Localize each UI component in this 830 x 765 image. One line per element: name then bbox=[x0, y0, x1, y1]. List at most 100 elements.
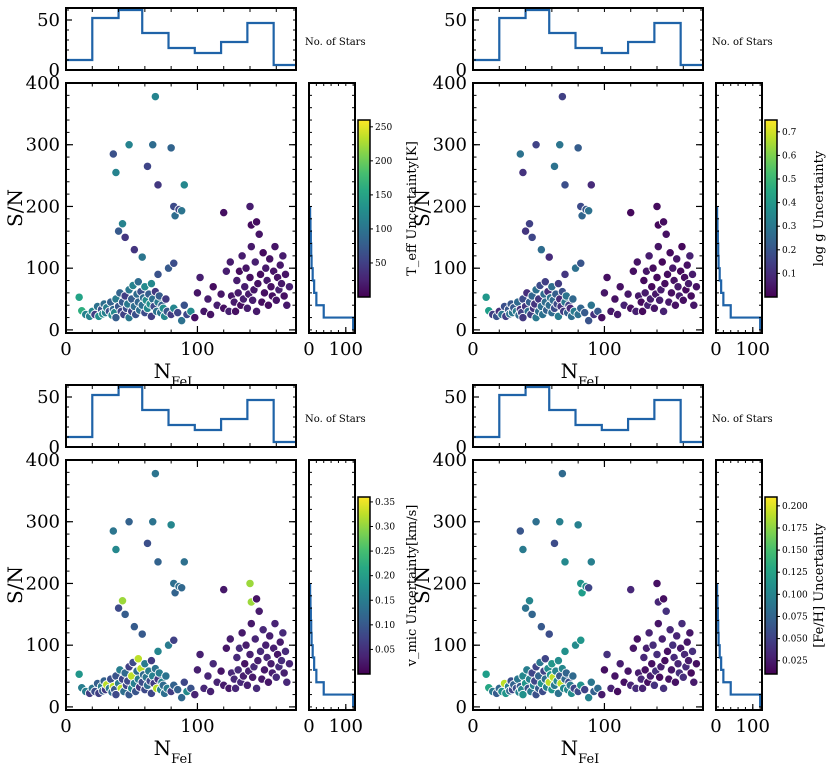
scatter-point bbox=[560, 269, 570, 280]
scatter-point bbox=[276, 655, 287, 666]
scatter-point bbox=[129, 622, 139, 632]
scatter-point bbox=[518, 689, 528, 700]
colorbar-tick-label: 0.150 bbox=[782, 546, 808, 556]
scatter-point bbox=[161, 294, 171, 304]
scatter-point bbox=[258, 248, 268, 258]
scatter-ytick-label: 200 bbox=[433, 573, 467, 594]
scatter-point bbox=[658, 683, 669, 694]
scatter-point bbox=[691, 282, 702, 292]
scatter-point bbox=[177, 206, 187, 216]
scatter-point bbox=[560, 180, 570, 190]
scatter-point bbox=[246, 241, 256, 252]
colorbar-label: log g Uncertainty bbox=[812, 150, 827, 266]
scatter-point bbox=[599, 665, 610, 675]
scatter-point bbox=[544, 629, 554, 639]
scatter-point bbox=[169, 258, 179, 268]
scatter-point bbox=[253, 655, 263, 666]
top-hist-step bbox=[473, 8, 703, 67]
scatter-point bbox=[284, 659, 295, 669]
scatter-point bbox=[111, 689, 121, 700]
colorbar-label: v_mic Uncertainty[km/s] bbox=[405, 505, 420, 668]
scatter-point bbox=[628, 266, 638, 276]
scatter-xtick-label: 100 bbox=[180, 716, 214, 737]
scatter-point bbox=[219, 584, 229, 595]
scatter-point bbox=[576, 635, 586, 645]
scatter-point bbox=[250, 634, 260, 644]
scatter-point bbox=[240, 659, 250, 669]
scatter-point bbox=[520, 603, 531, 613]
colorbar: 0.1 0.2 0.3 0.4 0.5 0.6 0.7 log g Uncertainty bbox=[764, 119, 827, 298]
scatter-point bbox=[536, 622, 546, 632]
scatter-point bbox=[111, 167, 121, 178]
scatter-point bbox=[266, 282, 276, 292]
colorbar-tick-label: 0.5 bbox=[782, 175, 797, 185]
scatter-point bbox=[203, 671, 213, 681]
top-hist-step bbox=[66, 8, 296, 67]
scatter-point bbox=[173, 684, 183, 695]
scatter-point bbox=[251, 683, 262, 694]
scatter-point bbox=[113, 603, 124, 613]
scatter-ytick-label: 0 bbox=[49, 320, 60, 341]
scatter-ytick-label: 300 bbox=[433, 512, 467, 533]
scatter-point bbox=[637, 306, 648, 317]
scatter-point bbox=[208, 282, 218, 292]
scatter-xtick-label: 0 bbox=[60, 716, 71, 737]
scatter-point bbox=[251, 306, 262, 317]
scatter-point bbox=[245, 649, 255, 660]
scatter-point bbox=[683, 278, 694, 289]
colorbar: 50 100 150 200 250 T_eff Uncertainty[K] bbox=[357, 119, 420, 298]
scatter-point bbox=[166, 520, 176, 530]
top-hist-ytick-label: 0 bbox=[49, 437, 60, 458]
scatter-point bbox=[242, 303, 253, 313]
scatter-point bbox=[518, 312, 528, 323]
side-hist-step bbox=[716, 206, 762, 330]
scatter-point bbox=[584, 583, 594, 593]
scatter-point bbox=[278, 628, 288, 638]
scatter-point bbox=[584, 316, 594, 326]
scatter-point bbox=[233, 665, 243, 675]
scatter-ytick-label: 300 bbox=[26, 135, 60, 156]
scatter-xtick-label: 100 bbox=[587, 716, 621, 737]
scatter-point bbox=[527, 232, 537, 242]
scatter-point bbox=[133, 277, 143, 287]
side-hist-step bbox=[309, 206, 355, 330]
scatter-point bbox=[673, 659, 683, 669]
scatter-point bbox=[626, 207, 636, 218]
scatter-point bbox=[660, 655, 670, 666]
scatter-xtick-label: 100 bbox=[180, 339, 214, 360]
scatter-point bbox=[150, 91, 161, 102]
scatter-point bbox=[261, 640, 271, 650]
scatter-point bbox=[691, 659, 702, 669]
scatter-frame bbox=[472, 459, 704, 711]
scatter-point bbox=[678, 672, 688, 682]
side-hist-xtick-label: 100 bbox=[736, 716, 770, 737]
side-hist-frame bbox=[308, 82, 356, 334]
scatter-point bbox=[677, 618, 687, 629]
scatter-point bbox=[205, 686, 216, 697]
colorbar-tick-label: 0.075 bbox=[782, 612, 808, 622]
scatter-point bbox=[278, 251, 288, 261]
x-axis-label: NFeI bbox=[561, 736, 600, 765]
top-hist-frame bbox=[472, 384, 704, 448]
scatter-ytick-label: 0 bbox=[49, 697, 60, 718]
scatter-point bbox=[612, 686, 623, 697]
scatter-point bbox=[666, 665, 677, 675]
scatter-point bbox=[216, 289, 226, 299]
top-hist-label: No. of Stars bbox=[305, 37, 366, 48]
top-hist-frame bbox=[472, 7, 704, 71]
scatter-point bbox=[531, 517, 541, 527]
scatter-point bbox=[597, 312, 607, 323]
scatter-point bbox=[142, 161, 153, 171]
scatter-point bbox=[520, 226, 531, 236]
colorbar-tick-label: 0.1 bbox=[782, 269, 796, 279]
scatter-point bbox=[190, 689, 200, 700]
scatter-point bbox=[129, 245, 139, 255]
scatter-point bbox=[553, 278, 564, 289]
scatter-point bbox=[221, 643, 231, 653]
side-hist-frame bbox=[308, 459, 356, 711]
colorbar-tick-label: 150 bbox=[375, 191, 392, 201]
scatter-point bbox=[518, 167, 528, 178]
scatter-point bbox=[263, 677, 274, 687]
scatter-point bbox=[230, 306, 241, 317]
